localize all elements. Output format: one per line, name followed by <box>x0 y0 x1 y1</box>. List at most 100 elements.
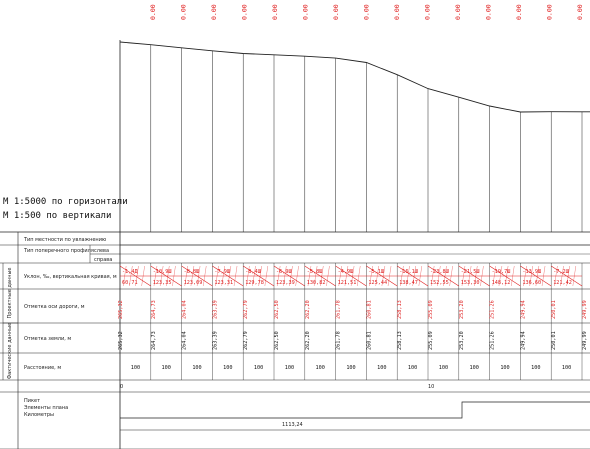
slope-hatch <box>560 265 564 287</box>
slope-hatch <box>431 265 435 287</box>
slope-top-label: -19,7Ш <box>492 269 511 275</box>
ground-elevation-row: 265,32 264,73 264,04 263,39 262,79 262,50 262,… <box>118 331 588 350</box>
slope-hatch <box>350 265 355 287</box>
ground-elevation: 249,99 <box>582 331 588 350</box>
row-left: слева <box>94 248 109 254</box>
ground-elevation: 251,26 <box>490 331 496 350</box>
slope-hatch <box>572 265 576 287</box>
row-kilometers: Километры <box>24 412 54 418</box>
slope-hatch <box>338 265 342 287</box>
vertical-scale-label: М 1:500 по вертикали <box>3 211 111 221</box>
distance-value: 100 <box>408 365 417 371</box>
slope-bottom-label: 123,31 <box>214 280 233 286</box>
slope-bottom-label: 125,44 <box>368 280 387 286</box>
picket-mark-10: 10 <box>428 384 434 390</box>
slope-hatch <box>172 265 176 287</box>
distance-value: 100 <box>131 365 140 371</box>
distance-value: 100 <box>562 365 571 371</box>
slope-hatch <box>449 265 453 287</box>
row-right: справа <box>94 257 112 263</box>
plan-elements-line <box>120 401 590 419</box>
slope-hatch <box>480 265 484 287</box>
top-value: 0.00 <box>210 4 218 20</box>
slope-hatch <box>258 265 262 287</box>
road-elevation-row: 265,32 264,73 264,04 263,39 262,79 262,50 262,… <box>118 300 588 319</box>
road-elevation: 249,94 <box>520 300 526 319</box>
top-value: 0.00 <box>241 4 249 20</box>
distance-value: 100 <box>500 365 509 371</box>
slope-hatch <box>406 265 410 287</box>
slope-top-label: -8,4Ш <box>245 269 261 275</box>
top-value: 0.00 <box>149 4 157 20</box>
ground-elevation: 260,81 <box>366 331 372 350</box>
top-value: 0.00 <box>576 4 584 20</box>
slope-hatch <box>129 265 133 287</box>
slope-hatch <box>541 265 546 287</box>
road-elevation: 258,13 <box>397 300 403 319</box>
slope-bottom-label: 121,51 <box>338 280 357 286</box>
slope-hatch <box>357 265 361 287</box>
slope-top-label: -10,9Ш <box>153 269 172 275</box>
ground-elevation: 262,79 <box>243 331 249 350</box>
slope-top-label: -1,4Д <box>122 269 138 275</box>
slope-hatch <box>141 265 145 287</box>
slope-hatch <box>566 265 570 287</box>
slope-top-label: -7,2Ш <box>553 269 569 275</box>
slope-hatch <box>184 265 188 287</box>
top-value: 0.00 <box>332 4 340 20</box>
ground-profile-line <box>119 41 590 113</box>
slope-bottom-label: 123,35 <box>153 280 172 286</box>
slope-hatch <box>437 265 441 287</box>
picket-mark-0: 0 <box>120 384 123 390</box>
slope-top-label: -16,1Ш <box>399 269 418 275</box>
road-elevation: 261,78 <box>336 300 342 319</box>
top-value: 0.00 <box>302 4 310 20</box>
slope-bottom-label: 138,47 <box>399 280 418 286</box>
slope-bottom-label: 129,78 <box>245 280 264 286</box>
slope-bottom-label: 136,60 <box>522 280 541 286</box>
slope-hatch <box>295 265 299 287</box>
group-actual: Фактические данные <box>7 323 13 379</box>
slope-hatch <box>227 265 232 287</box>
slope-top-label: -5,1Ш <box>368 269 384 275</box>
slope-hatch <box>467 265 472 287</box>
ground-elevation: 255,09 <box>428 331 434 350</box>
horizontal-scale-label: М 1:5000 по горизонтали <box>3 197 128 207</box>
slope-hatch <box>135 265 139 287</box>
road-elevation: 260,81 <box>366 300 372 319</box>
slope-hatch <box>418 265 422 287</box>
slope-hatch <box>529 265 533 287</box>
slope-hatch <box>215 265 219 287</box>
slope-bottom-label: 123,09 <box>184 280 203 286</box>
road-elevation: 265,32 <box>118 300 124 319</box>
ground-elevation: 253,20 <box>459 331 465 350</box>
slope-hatch <box>369 265 373 287</box>
slope-hatch <box>498 265 503 287</box>
ground-elevation: 265,32 <box>118 331 124 350</box>
ground-elevation: 264,04 <box>182 331 188 350</box>
top-value: 0.00 <box>271 4 279 20</box>
profile-table <box>0 231 590 449</box>
slope-bottom-label: 152,55 <box>430 280 449 286</box>
ground-elevation: 250,01 <box>551 331 557 350</box>
distance-row: 100 100 100 100 100 100 100 100 100 100 100 100 100 1… <box>131 365 572 371</box>
slope-hatch <box>511 265 515 287</box>
road-elevation: 253,20 <box>459 300 465 319</box>
slope-hatch <box>443 265 447 287</box>
slope-hatch <box>504 265 509 287</box>
road-elevation: 249,99 <box>582 300 588 319</box>
slope-top-label: -6,9Ш <box>276 269 292 275</box>
slope-top-label: -5,8Ш <box>307 269 323 275</box>
slope-top-label: -4,9Ш <box>338 269 354 275</box>
slope-top-label: -23,8Ш <box>430 269 449 275</box>
road-elevation: 263,39 <box>212 300 218 319</box>
ground-elevation: 262,20 <box>305 331 311 350</box>
slope-hatch <box>283 265 287 287</box>
slope-hatch <box>313 265 318 287</box>
table-column-lines <box>150 263 583 380</box>
slope-hatch <box>387 265 392 287</box>
top-value: 0.00 <box>515 4 523 20</box>
road-elevation: 251,26 <box>490 300 496 319</box>
slope-hatch <box>252 265 256 287</box>
